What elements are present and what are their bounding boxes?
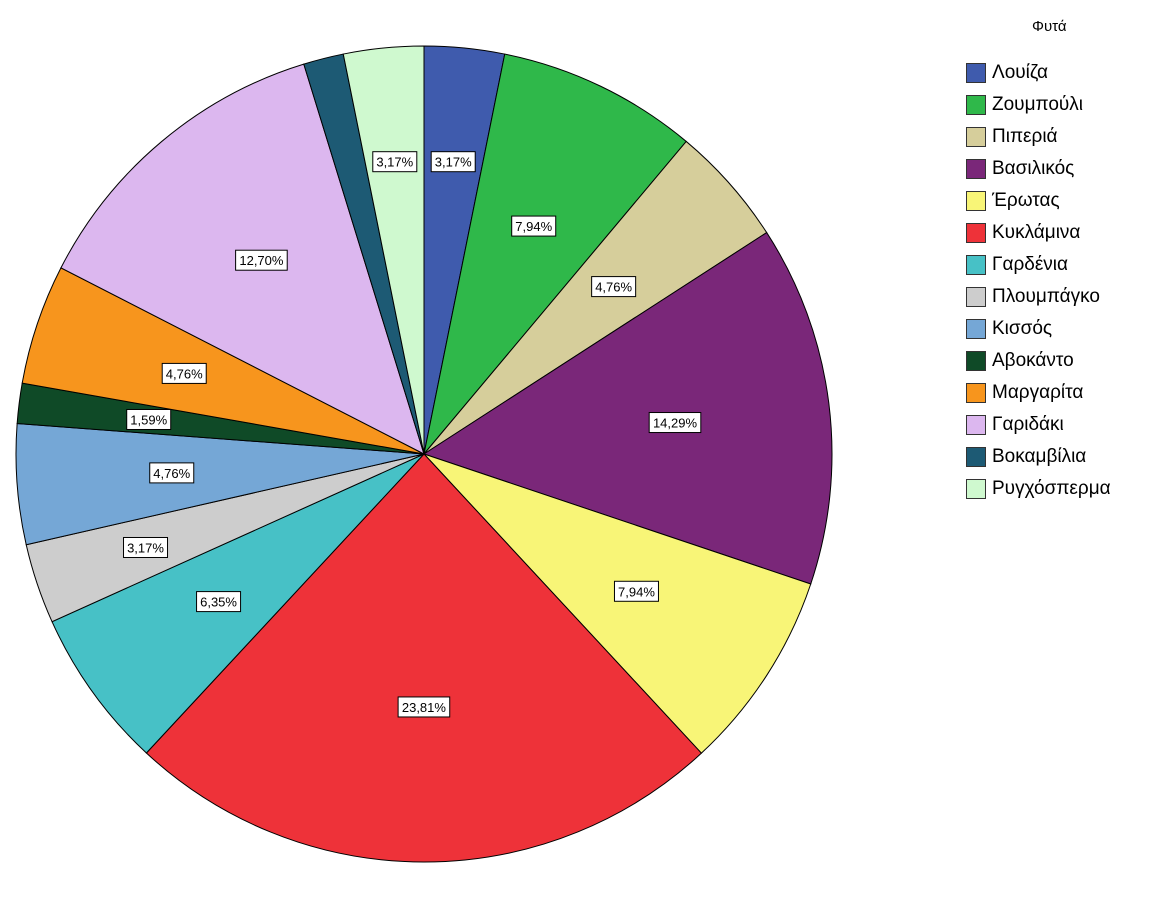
slice-label-text-11: 12,70%: [239, 253, 284, 268]
legend-swatch-2: [966, 127, 986, 147]
legend-label-6: Γαρδένια: [992, 254, 1069, 275]
legend-item-5: Κυκλάμινα: [966, 218, 1080, 248]
legend-item-2: Πιπεριά: [966, 122, 1058, 152]
slice-label-box-4: [613, 580, 659, 602]
legend-label-2: Πιπεριά: [992, 126, 1058, 147]
slice-label-13: 3,17%: [372, 151, 418, 173]
slice-label-text-2: 4,76%: [595, 280, 632, 295]
slice-label-text-7: 3,17%: [127, 540, 164, 555]
legend-item-12: Βοκαμβίλια: [966, 442, 1086, 472]
slice-label-text-8: 4,76%: [153, 466, 190, 481]
legend-title: Φυτά: [1032, 18, 1067, 35]
legend-swatch-13: [966, 479, 986, 499]
slice-label-text-9: 1,59%: [130, 412, 167, 427]
slice-label-box-6: [196, 591, 242, 613]
legend-label-11: Γαριδάκι: [992, 414, 1064, 435]
legend-swatch-4: [966, 191, 986, 211]
legend-label-12: Βοκαμβίλια: [992, 446, 1087, 467]
slice-label-box-8: [149, 462, 195, 484]
legend-item-1: Ζουμπούλι: [966, 90, 1083, 120]
slice-label-0: 3,17%: [430, 151, 476, 173]
legend-swatch-5: [966, 223, 986, 243]
slice-label-7: 3,17%: [123, 536, 169, 558]
legend-label-13: Ρυγχόσπερμα: [992, 478, 1111, 499]
legend-swatch-1: [966, 95, 986, 115]
slice-label-box-1: [511, 215, 557, 237]
legend-swatch-12: [966, 447, 986, 467]
slice-label-text-1: 7,94%: [515, 219, 552, 234]
legend-item-11: Γαριδάκι: [966, 410, 1064, 440]
pie-slice-5: [145, 453, 703, 863]
legend-item-10: Μαργαρίτα: [966, 378, 1083, 408]
legend-label-1: Ζουμπούλι: [992, 94, 1084, 115]
slice-label-box-0: [430, 151, 476, 173]
slice-label-10: 4,76%: [161, 362, 207, 384]
pie-slice-1: [423, 53, 687, 455]
legend-item-7: Πλουμπάγκο: [966, 282, 1100, 312]
slice-label-text-13: 3,17%: [376, 155, 413, 170]
legend-label-0: Λουίζα: [992, 62, 1048, 83]
slice-label-box-10: [161, 362, 207, 384]
slice-label-3: 14,29%: [648, 412, 702, 434]
slice-label-text-10: 4,76%: [166, 366, 203, 381]
legend-swatch-11: [966, 415, 986, 435]
slice-label-box-7: [123, 536, 169, 558]
slice-label-box-13: [372, 151, 418, 173]
legend-swatch-9: [966, 351, 986, 371]
slice-label-box-5: [397, 696, 451, 718]
legend-swatch-6: [966, 255, 986, 275]
legend-label-5: Κυκλάμινα: [992, 222, 1081, 243]
legend-label-8: Κισσός: [992, 318, 1053, 339]
pie-slice-13: [342, 45, 425, 455]
slice-label-text-5: 23,81%: [402, 700, 447, 715]
slice-label-5: 23,81%: [397, 696, 451, 718]
slice-label-4: 7,94%: [613, 580, 659, 602]
legend-item-13: Ρυγχόσπερμα: [966, 474, 1111, 504]
slice-label-box-11: [235, 249, 288, 271]
slice-label-text-4: 7,94%: [618, 584, 655, 599]
slice-label-2: 4,76%: [591, 276, 637, 298]
legend-swatch-8: [966, 319, 986, 339]
legend-swatch-7: [966, 287, 986, 307]
legend-label-7: Πλουμπάγκο: [992, 286, 1100, 307]
slice-label-6: 6,35%: [196, 591, 242, 613]
legend-item-6: Γαρδένια: [966, 250, 1068, 280]
slice-label-11: 12,70%: [235, 249, 288, 271]
legend-item-3: Βασιλικός: [966, 154, 1074, 184]
pie-slice-4: [423, 453, 812, 754]
legend-item-9: Αβοκάντο: [966, 346, 1074, 376]
slice-label-text-0: 3,17%: [435, 155, 472, 170]
legend-label-4: Έρωτας: [992, 190, 1060, 211]
legend-label-10: Μαργαρίτα: [992, 382, 1084, 403]
slice-label-box-3: [648, 412, 702, 434]
slice-label-8: 4,76%: [149, 462, 195, 484]
slice-label-text-3: 14,29%: [653, 416, 698, 431]
legend-item-8: Κισσός: [966, 314, 1052, 344]
legend-item-0: Λουίζα: [966, 58, 1048, 88]
legend-label-9: Αβοκάντο: [992, 350, 1074, 371]
slice-label-9: 1,59%: [126, 408, 172, 430]
legend-swatch-3: [966, 159, 986, 179]
slice-label-box-9: [126, 408, 172, 430]
legend-label-3: Βασιλικός: [992, 158, 1075, 179]
slice-label-1: 7,94%: [511, 215, 557, 237]
pie-slice-3: [422, 231, 833, 585]
slice-label-text-6: 6,35%: [200, 595, 237, 610]
legend-item-4: Έρωτας: [966, 186, 1060, 216]
legend-swatch-0: [966, 63, 986, 83]
slice-label-box-2: [591, 276, 637, 298]
legend-swatch-10: [966, 383, 986, 403]
